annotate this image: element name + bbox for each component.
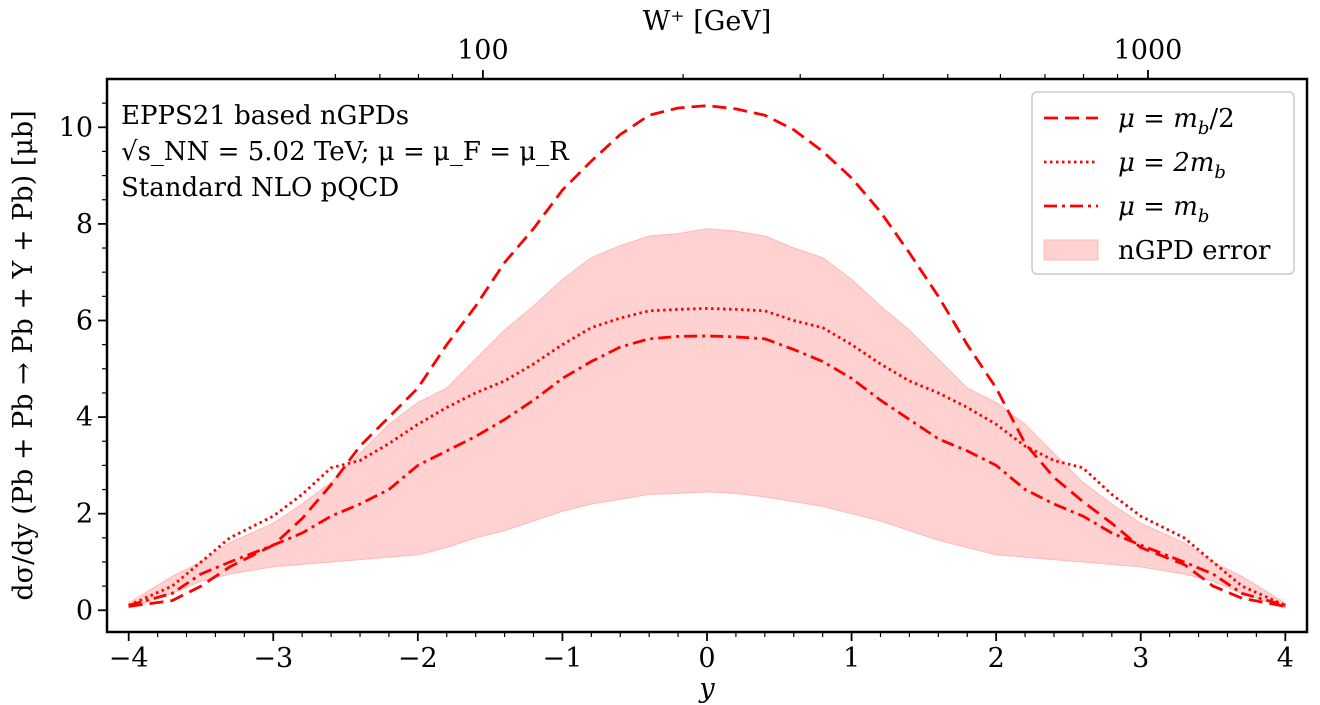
band-ngpd-error [128,228,1286,609]
legend-label-sub: b [1198,206,1210,227]
axes: −4 −3 −2 −1 0 1 2 3 4 0 2 4 6 8 10 100 1000 y W⁺ [GeV] dσ/d… [8,6,1309,704]
series-line-2 [128,334,1286,607]
legend-label-main: μ = 2m [1118,148,1214,178]
legend-label-tail: /2 [1209,104,1234,134]
top-tick-label: 1000 [1114,35,1183,66]
legend-label: μ = mb [1118,192,1209,227]
y-tick-label: 8 [76,209,93,240]
x-axis-title: y [698,673,715,704]
legend-label-sub: b [1198,118,1210,139]
series-line-1 [128,307,1286,607]
legend-box [1031,91,1295,275]
x-tick-label: −3 [253,643,293,674]
legend-label-sub: b [1214,162,1226,183]
annotation-line: √s_NN = 5.02 TeV; μ = μ_F = μ_R [121,137,570,167]
legend-label: μ = mb/2 [1118,104,1235,139]
legend-swatch-band [1043,239,1099,261]
legend-label-main: μ = m [1118,192,1198,222]
x-tick-label: 0 [698,643,715,674]
y-axis-title: dσ/dy (Pb + Pb → Pb + Υ + Pb) [μb] [8,110,39,600]
legend-label: μ = 2mb [1118,148,1226,183]
y-tick-label: 0 [76,595,93,626]
x-tick-label: 3 [1132,643,1149,674]
y-tick-label: 2 [76,499,93,530]
legend-label: nGPD error [1118,236,1271,266]
x-tick-label: 2 [988,643,1005,674]
x-tick-label: 1 [843,643,860,674]
y-tick-label: 4 [76,402,93,433]
legend-label-main: μ = m [1118,104,1198,134]
x-tick-label: −1 [543,643,583,674]
top-axis-title: W⁺ [GeV] [643,6,772,37]
series-line-0 [128,104,1286,608]
y-tick-label: 6 [76,305,93,336]
x-tick-label: −4 [109,643,149,674]
plot-area [128,104,1286,609]
annotation-line: Standard NLO pQCD [121,173,399,203]
annotation-line: EPPS21 based nGPDs [121,101,409,131]
x-tick-label: −2 [398,643,438,674]
y-tick-label: 10 [59,112,93,143]
top-tick-label: 100 [457,35,509,66]
x-tick-label: 4 [1277,643,1294,674]
